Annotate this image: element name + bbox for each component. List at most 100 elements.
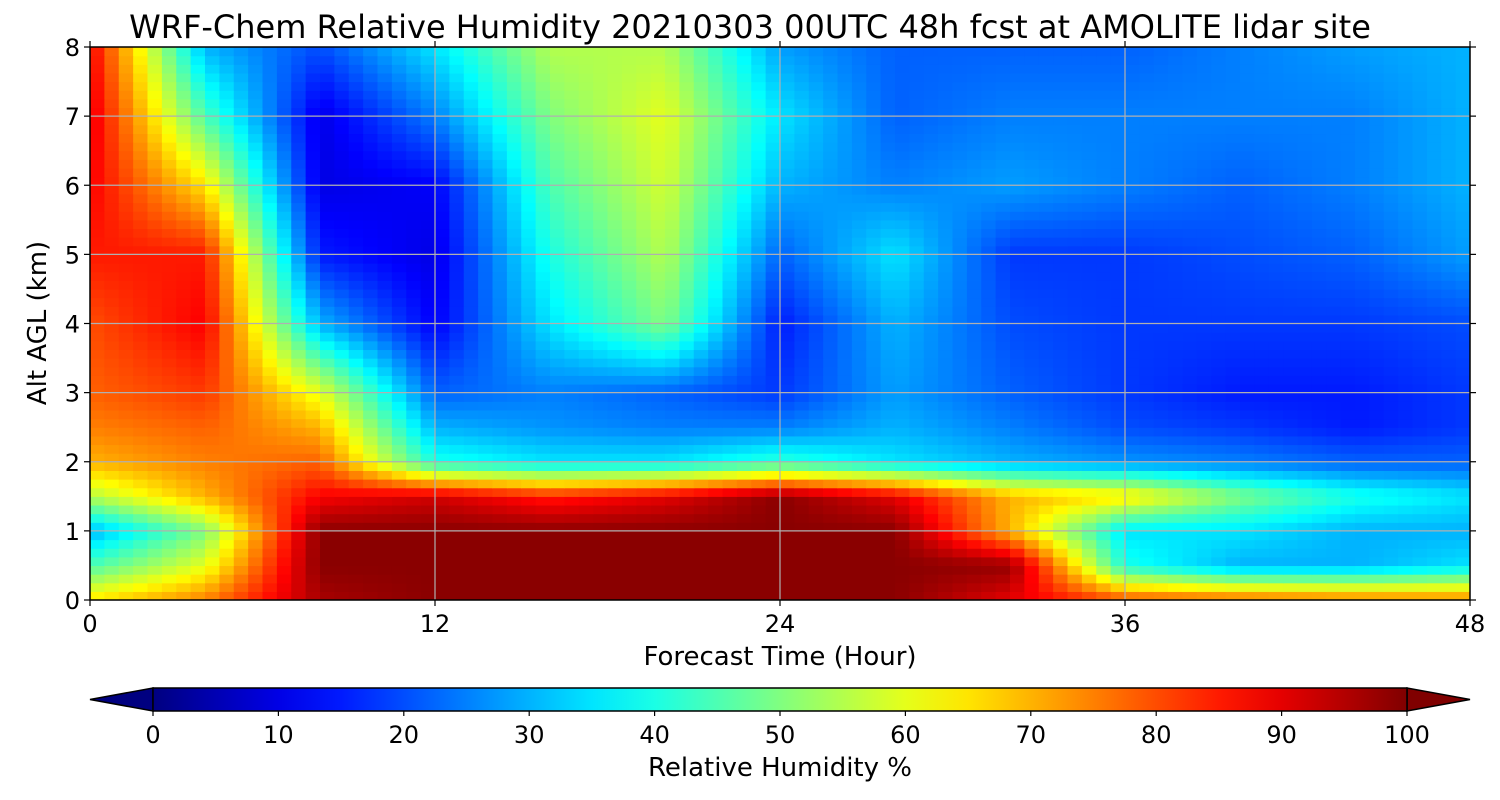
heatmap-cell bbox=[679, 185, 695, 195]
heatmap-cell bbox=[506, 470, 522, 480]
heatmap-cell bbox=[233, 582, 249, 592]
heatmap-cell bbox=[320, 358, 335, 368]
heatmap-cell bbox=[765, 453, 781, 463]
heatmap-cell bbox=[1268, 530, 1284, 541]
heatmap-cell bbox=[291, 574, 307, 584]
heatmap-cell bbox=[1455, 314, 1470, 325]
heatmap-cell bbox=[1211, 185, 1227, 195]
heatmap-cell bbox=[736, 392, 752, 402]
heatmap-cell bbox=[1139, 159, 1155, 169]
heatmap-cell bbox=[1441, 176, 1457, 186]
heatmap-cell bbox=[1326, 522, 1342, 532]
heatmap-cell bbox=[880, 375, 896, 385]
heatmap-cell bbox=[1254, 263, 1270, 273]
heatmap-cell bbox=[780, 453, 795, 463]
heatmap-cell bbox=[679, 383, 695, 394]
heatmap-cell bbox=[205, 435, 220, 446]
heatmap-cell bbox=[1168, 254, 1184, 264]
heatmap-cell bbox=[650, 297, 666, 307]
heatmap-cell bbox=[1139, 582, 1155, 592]
heatmap-cell bbox=[262, 271, 278, 281]
heatmap-cell bbox=[1096, 211, 1112, 221]
heatmap-cell bbox=[449, 548, 465, 558]
heatmap-cell bbox=[161, 487, 177, 497]
heatmap-cell bbox=[1081, 470, 1097, 480]
heatmap-cell bbox=[550, 487, 565, 497]
heatmap-cell bbox=[765, 245, 781, 255]
heatmap-cell bbox=[1081, 418, 1097, 428]
heatmap-cell bbox=[1369, 383, 1385, 394]
heatmap-cell bbox=[161, 479, 177, 489]
heatmap-cell bbox=[1153, 358, 1169, 368]
heatmap-cell bbox=[334, 435, 350, 446]
heatmap-cell bbox=[1110, 504, 1126, 515]
heatmap-cell bbox=[248, 539, 264, 549]
heatmap-cell bbox=[478, 349, 494, 359]
heatmap-cell bbox=[1383, 358, 1399, 368]
heatmap-cell bbox=[1081, 254, 1097, 264]
heatmap-cell bbox=[636, 375, 652, 385]
heatmap-cell bbox=[837, 444, 853, 454]
heatmap-cell bbox=[492, 237, 508, 247]
heatmap-cell bbox=[1326, 591, 1342, 600]
heatmap-cell bbox=[305, 548, 321, 558]
heatmap-cell bbox=[1038, 392, 1054, 402]
heatmap-cell bbox=[219, 314, 235, 325]
heatmap-cell bbox=[104, 418, 120, 428]
heatmap-cell bbox=[334, 409, 350, 420]
heatmap-cell bbox=[923, 323, 939, 333]
heatmap-cell bbox=[133, 470, 149, 480]
heatmap-cell bbox=[133, 150, 149, 160]
heatmap-cell bbox=[276, 504, 292, 515]
heatmap-cell bbox=[190, 306, 206, 316]
heatmap-cell bbox=[1412, 479, 1428, 489]
heatmap-cell bbox=[348, 306, 364, 316]
heatmap-cell bbox=[1096, 470, 1112, 480]
heatmap-cell bbox=[938, 401, 954, 411]
heatmap-cell bbox=[1168, 245, 1184, 255]
heatmap-cell bbox=[1010, 513, 1025, 523]
heatmap-cell bbox=[650, 435, 666, 446]
heatmap-cell bbox=[866, 193, 882, 204]
heatmap-cell bbox=[593, 280, 609, 290]
heatmap-cell bbox=[406, 513, 422, 523]
heatmap-cell bbox=[276, 479, 292, 489]
heatmap-cell bbox=[1225, 461, 1241, 471]
heatmap-cell bbox=[118, 375, 134, 385]
heatmap-cell bbox=[161, 237, 177, 247]
heatmap-cell bbox=[751, 228, 767, 238]
heatmap-cell bbox=[1398, 297, 1414, 307]
heatmap-cell bbox=[1297, 271, 1313, 281]
heatmap-cell bbox=[794, 401, 810, 411]
heatmap-cell bbox=[233, 591, 249, 600]
heatmap-cell bbox=[1297, 358, 1313, 368]
heatmap-cell bbox=[521, 263, 537, 273]
heatmap-cell bbox=[837, 245, 853, 255]
heatmap-cell bbox=[190, 332, 206, 342]
heatmap-cell bbox=[1297, 479, 1313, 489]
heatmap-cell bbox=[406, 245, 422, 255]
heatmap-cell bbox=[1426, 167, 1442, 178]
heatmap-cell bbox=[1067, 358, 1083, 368]
heatmap-cell bbox=[104, 185, 120, 195]
heatmap-cell bbox=[1024, 167, 1040, 178]
heatmap-cell bbox=[665, 539, 680, 549]
heatmap-cell bbox=[262, 401, 278, 411]
heatmap-cell bbox=[161, 358, 177, 368]
heatmap-cell bbox=[118, 383, 134, 394]
heatmap-cell bbox=[966, 237, 982, 247]
heatmap-cell bbox=[219, 245, 235, 255]
heatmap-cell bbox=[133, 556, 149, 567]
heatmap-cell bbox=[363, 470, 379, 480]
heatmap-cell bbox=[1053, 565, 1069, 575]
heatmap-cell bbox=[248, 435, 264, 446]
heatmap-cell bbox=[952, 358, 968, 368]
heatmap-cell bbox=[693, 479, 709, 489]
heatmap-cell bbox=[1096, 185, 1112, 195]
heatmap-cell bbox=[693, 409, 709, 420]
heatmap-cell bbox=[133, 271, 149, 281]
heatmap-cell bbox=[564, 271, 580, 281]
heatmap-cell bbox=[636, 150, 652, 160]
heatmap-cell bbox=[147, 375, 163, 385]
heatmap-cell bbox=[1211, 211, 1227, 221]
